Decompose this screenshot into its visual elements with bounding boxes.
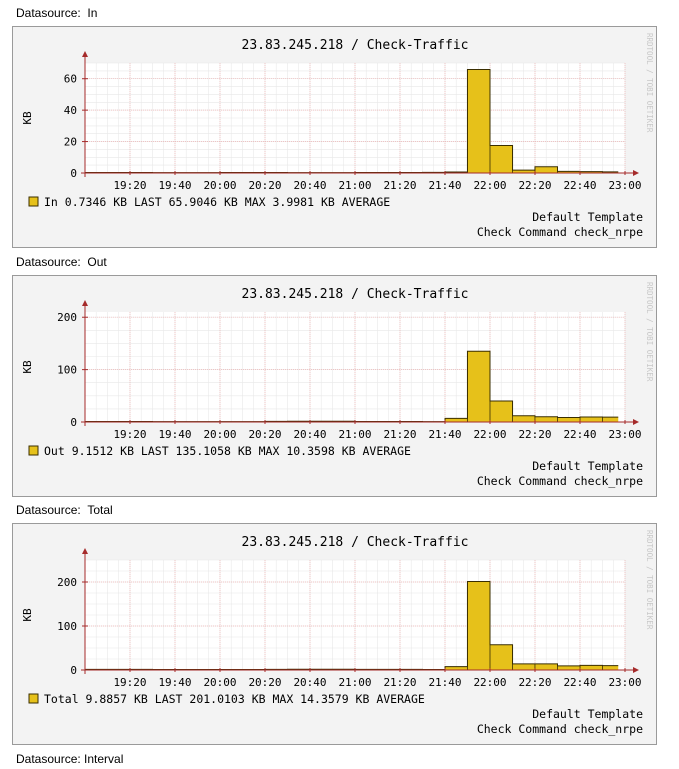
x-tick-label: 22:40: [563, 428, 596, 441]
series-area-in: [85, 69, 619, 173]
x-tick-label: 20:00: [203, 676, 236, 689]
datasource-prefix: Datasource:: [16, 255, 81, 269]
x-tick-label: 22:00: [473, 428, 506, 441]
x-tick-label: 20:20: [248, 179, 281, 192]
x-tick-label: 20:40: [293, 676, 326, 689]
graph-panel-out: 19:20 19:40 20:00 20:20 20:40 21:00 21:20 21:40…: [12, 275, 657, 497]
x-axis-arrow: [633, 419, 639, 425]
command-line: Check Command check_nrpe: [477, 225, 643, 239]
legend-text: Out 9.1512 KB LAST 135.1058 KB MAX 10.35…: [44, 444, 411, 458]
series-area-total: [85, 581, 619, 670]
x-tick-label: 20:40: [293, 179, 326, 192]
y-tick-label: 60: [64, 73, 77, 86]
graph-panel-total: 19:20 19:40 20:00 20:20 20:40 21:00 21:20 21:40…: [12, 523, 657, 745]
x-tick-label: 22:00: [473, 676, 506, 689]
x-tick-label: 19:40: [158, 676, 191, 689]
y-axis-label: KB: [21, 111, 34, 125]
datasource-label-out: Datasource: Out: [16, 255, 107, 269]
watermark: RRDTOOL / TOBI OETIKER: [645, 530, 654, 630]
x-tick-label: 19:20: [113, 179, 146, 192]
command-line: Check Command check_nrpe: [477, 722, 643, 736]
legend-text: In 0.7346 KB LAST 65.9046 KB MAX 3.9981 …: [44, 195, 390, 209]
datasource-name: In: [87, 6, 98, 20]
y-tick-label: 200: [57, 311, 77, 324]
datasource-label-in: Datasource: In: [16, 6, 97, 20]
x-tick-label: 22:20: [518, 428, 551, 441]
y-tick-label: 0: [70, 416, 77, 429]
x-tick-label: 22:40: [563, 179, 596, 192]
legend-swatch: [28, 693, 39, 704]
x-tick-label: 23:00: [608, 428, 641, 441]
y-tick-label: 40: [64, 104, 77, 117]
chart-title: 23.83.245.218 / Check-Traffic: [242, 38, 469, 53]
x-tick-label: 20:20: [248, 428, 281, 441]
watermark: RRDTOOL / TOBI OETIKER: [645, 33, 654, 133]
datasource-label-interval: Datasource: Interval: [16, 752, 124, 766]
chart-title: 23.83.245.218 / Check-Traffic: [242, 287, 469, 302]
traffic-chart-total: 19:20 19:40 20:00 20:20 20:40 21:00 21:20 21:40…: [21, 530, 654, 736]
watermark: RRDTOOL / TOBI OETIKER: [645, 282, 654, 382]
y-axis-arrow: [82, 300, 88, 306]
x-tick-label: 21:20: [383, 428, 416, 441]
x-tick-label: 20:00: [203, 179, 236, 192]
x-tick-label: 20:40: [293, 428, 326, 441]
x-tick-label: 22:40: [563, 676, 596, 689]
legend-text: Total 9.8857 KB LAST 201.0103 KB MAX 14.…: [44, 692, 425, 706]
y-tick-label: 0: [70, 664, 77, 677]
x-axis-arrow: [633, 170, 639, 176]
x-tick-label: 21:00: [338, 179, 371, 192]
y-axis-arrow: [82, 51, 88, 57]
template-line: Default Template: [532, 459, 643, 473]
x-tick-label: 23:00: [608, 676, 641, 689]
x-tick-label: 21:20: [383, 179, 416, 192]
x-tick-label: 22:20: [518, 179, 551, 192]
y-tick-label: 0: [70, 167, 77, 180]
y-tick-label: 100: [57, 620, 77, 633]
x-tick-label: 19:20: [113, 676, 146, 689]
x-tick-label: 19:40: [158, 428, 191, 441]
y-tick-label: 200: [57, 576, 77, 589]
traffic-chart-in: 19:20 19:40 20:00 20:20 20:40 21:00 21:20 21:40…: [21, 33, 654, 239]
x-tick-label: 22:20: [518, 676, 551, 689]
y-axis-label: KB: [21, 360, 34, 374]
x-tick-label: 21:40: [428, 428, 461, 441]
y-tick-label: 100: [57, 364, 77, 377]
x-tick-label: 21:20: [383, 676, 416, 689]
datasource-prefix: Datasource:: [16, 503, 81, 517]
x-tick-label: 21:00: [338, 428, 371, 441]
x-tick-label: 19:20: [113, 428, 146, 441]
legend-swatch: [28, 445, 39, 456]
y-axis-arrow: [82, 548, 88, 554]
datasource-name: Out: [87, 255, 107, 269]
x-tick-label: 21:00: [338, 676, 371, 689]
traffic-chart-out: 19:20 19:40 20:00 20:20 20:40 21:00 21:20 21:40…: [21, 282, 654, 488]
y-tick-label: 20: [64, 136, 77, 149]
x-tick-label: 21:40: [428, 676, 461, 689]
x-tick-label: 23:00: [608, 179, 641, 192]
x-axis-arrow: [633, 667, 639, 673]
x-tick-label: 20:00: [203, 428, 236, 441]
template-line: Default Template: [532, 707, 643, 721]
template-line: Default Template: [532, 210, 643, 224]
command-line: Check Command check_nrpe: [477, 474, 643, 488]
x-tick-label: 19:40: [158, 179, 191, 192]
x-tick-label: 21:40: [428, 179, 461, 192]
y-axis-label: KB: [21, 608, 34, 622]
graph-panel-in: 19:20 19:40 20:00 20:20 20:40 21:00 21:20 21:40…: [12, 26, 657, 248]
datasource-name: Total: [87, 503, 113, 517]
x-tick-label: 22:00: [473, 179, 506, 192]
x-tick-label: 20:20: [248, 676, 281, 689]
chart-title: 23.83.245.218 / Check-Traffic: [242, 535, 469, 550]
legend-swatch: [28, 196, 39, 207]
series-area-out: [85, 351, 619, 422]
datasource-prefix: Datasource:: [16, 6, 81, 20]
datasource-label-total: Datasource: Total: [16, 503, 113, 517]
